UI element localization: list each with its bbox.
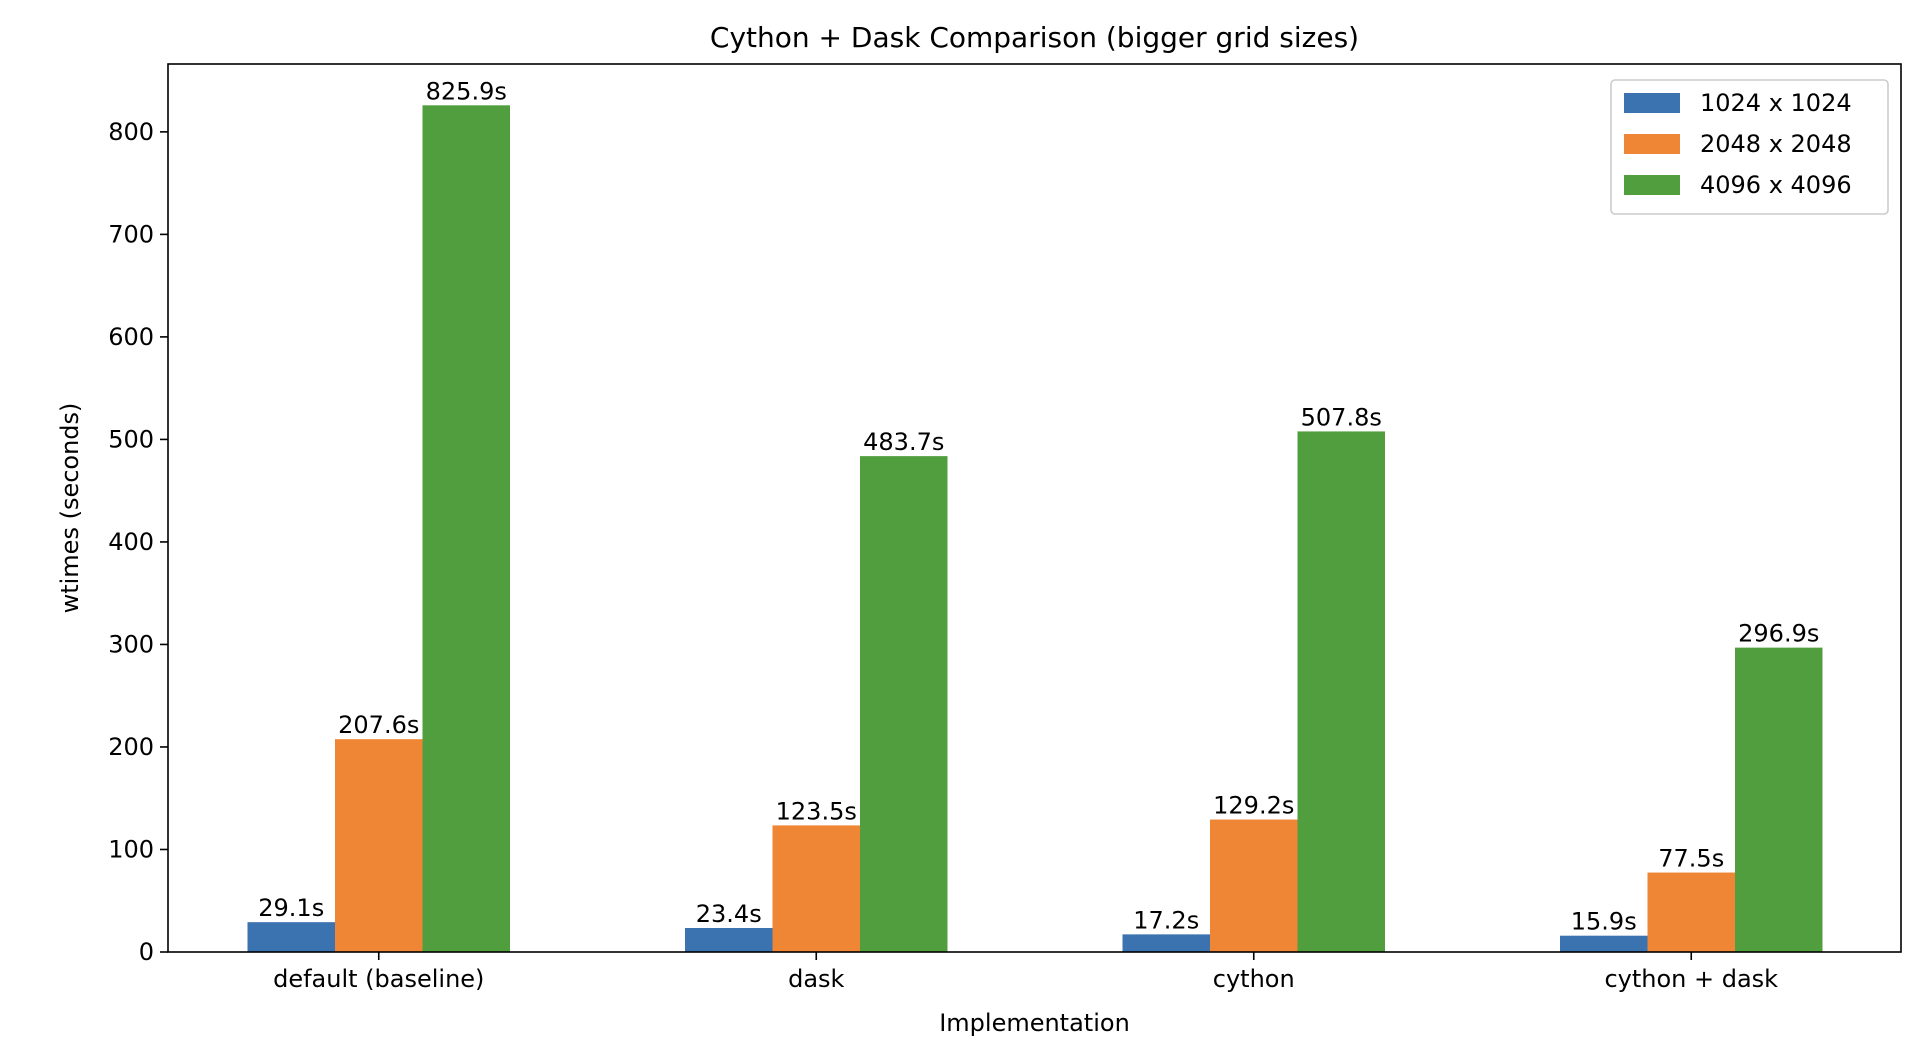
bar-value-label: 123.5s — [776, 797, 857, 825]
bar-series-0-cat-0 — [247, 922, 335, 952]
bar-value-label: 825.9s — [426, 77, 507, 105]
y-tick-label: 300 — [108, 630, 154, 658]
bar-value-label: 17.2s — [1133, 906, 1199, 934]
x-axis-label: Implementation — [939, 1009, 1130, 1037]
bar-value-label: 296.9s — [1738, 620, 1819, 648]
y-axis-label: wtimes (seconds) — [56, 403, 84, 614]
legend-swatch — [1624, 175, 1680, 195]
legend-box — [1610, 79, 1889, 215]
bar-value-label: 207.6s — [338, 711, 419, 739]
legend-label: 1024 x 1024 — [1700, 89, 1852, 117]
bar-series-1-cat-1 — [772, 825, 860, 952]
bar-series-1-cat-0 — [335, 739, 423, 952]
bar-series-0-cat-2 — [1122, 934, 1210, 952]
x-tick-label: default (baseline) — [273, 965, 484, 993]
x-tick-label: cython — [1213, 965, 1295, 993]
legend-swatch — [1624, 93, 1680, 113]
legend-label: 2048 x 2048 — [1700, 130, 1852, 158]
bar-series-1-cat-3 — [1647, 872, 1735, 952]
y-tick-label: 500 — [108, 425, 154, 453]
bar-series-1-cat-2 — [1210, 819, 1298, 952]
bar-series-2-cat-1 — [860, 456, 948, 952]
bar-value-label: 15.9s — [1571, 908, 1637, 936]
y-tick-label: 600 — [108, 323, 154, 351]
bar-series-0-cat-3 — [1560, 935, 1648, 952]
y-tick-label: 100 — [108, 835, 154, 863]
bar-value-label: 483.7s — [863, 428, 944, 456]
y-tick-label: 700 — [108, 220, 154, 248]
legend-label: 4096 x 4096 — [1700, 171, 1852, 199]
y-tick-label: 200 — [108, 733, 154, 761]
bar-series-2-cat-3 — [1735, 647, 1823, 952]
bar-value-label: 77.5s — [1658, 845, 1724, 873]
y-tick-label: 0 — [139, 938, 154, 966]
bar-labels-group: 29.1s 23.4s 17.2s 15.9s 207.6s 123.5s 129.2s 77… — [258, 77, 1819, 935]
bar-series-2-cat-0 — [422, 105, 510, 952]
x-tick-label: dask — [788, 965, 844, 993]
bars-group — [247, 105, 1823, 952]
bar-value-label: 23.4s — [696, 900, 762, 928]
y-axis: 0 100 200 300 400 500 600 700 800 — [108, 118, 168, 966]
bar-value-label: 129.2s — [1213, 792, 1294, 820]
y-tick-label: 800 — [108, 118, 154, 146]
legend: 1024 x 1024 2048 x 2048 4096 x 4096 — [1610, 79, 1889, 215]
legend-swatch — [1624, 134, 1680, 154]
bar-value-label: 507.8s — [1301, 403, 1382, 431]
y-tick-label: 400 — [108, 528, 154, 556]
chart-title: Cython + Dask Comparison (bigger grid si… — [710, 21, 1359, 54]
x-tick-label: cython + dask — [1604, 965, 1778, 993]
bar-series-0-cat-1 — [685, 928, 773, 952]
plot-frame — [167, 63, 1902, 953]
x-axis: default (baseline) dask cython cython + das… — [273, 952, 1778, 993]
bar-series-2-cat-2 — [1297, 431, 1385, 952]
bar-value-label: 29.1s — [258, 894, 324, 922]
